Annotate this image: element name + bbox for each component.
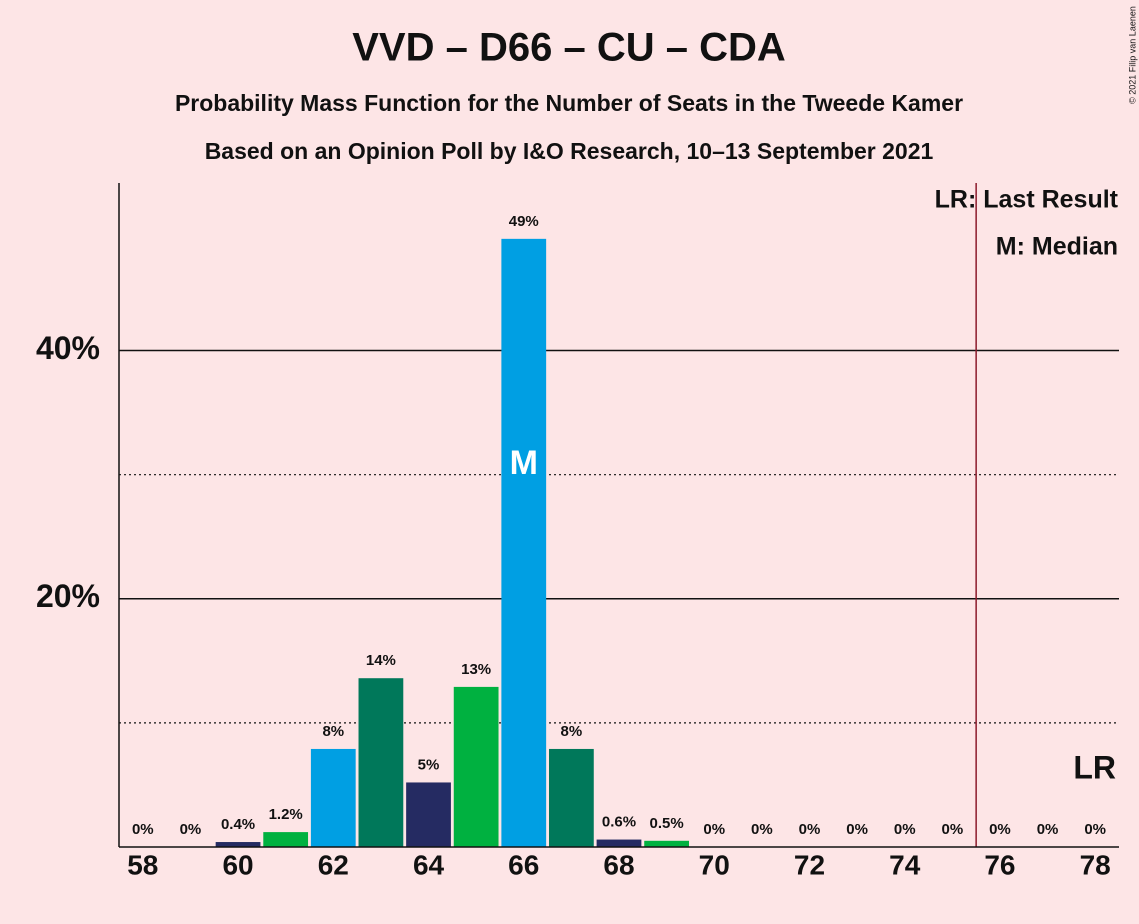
value-label: 0% bbox=[846, 821, 868, 838]
last-result-label: LR bbox=[1073, 749, 1116, 785]
legend-entry: LR: Last Result bbox=[935, 186, 1119, 214]
value-label: 49% bbox=[509, 213, 539, 230]
x-tick-label: 58 bbox=[127, 849, 158, 880]
value-label: 8% bbox=[561, 723, 583, 740]
chart-subtitle: Probability Mass Function for the Number… bbox=[175, 90, 963, 116]
value-label: 0% bbox=[1084, 821, 1106, 838]
bar bbox=[310, 748, 356, 847]
value-label: 0.5% bbox=[650, 815, 684, 832]
median-label: M bbox=[510, 444, 538, 482]
bar bbox=[596, 839, 642, 847]
bar bbox=[406, 782, 451, 847]
value-label: 0.4% bbox=[221, 816, 255, 833]
value-label: 0% bbox=[1037, 821, 1059, 838]
y-tick-label: 20% bbox=[36, 578, 100, 614]
x-tick-label: 72 bbox=[794, 849, 825, 880]
value-label: 0% bbox=[703, 821, 725, 838]
value-label: 0% bbox=[799, 821, 821, 838]
bar bbox=[453, 686, 499, 847]
value-label: 0% bbox=[751, 821, 773, 838]
value-label: 0.6% bbox=[602, 814, 636, 831]
bar bbox=[501, 238, 547, 847]
copyright: © 2021 Filip van Laenen bbox=[1127, 6, 1137, 104]
value-label: 5% bbox=[418, 756, 440, 773]
value-label: 13% bbox=[461, 661, 491, 678]
x-tick-label: 68 bbox=[603, 849, 634, 880]
y-tick-label: 40% bbox=[36, 330, 100, 366]
value-label: 14% bbox=[366, 652, 396, 669]
x-tick-label: 60 bbox=[222, 849, 253, 880]
chart-subtitle: Based on an Opinion Poll by I&O Research… bbox=[205, 138, 934, 164]
value-label: 1.2% bbox=[269, 806, 303, 823]
value-label: 0% bbox=[180, 821, 202, 838]
x-tick-label: 74 bbox=[889, 849, 921, 880]
bar bbox=[263, 832, 309, 847]
x-tick-label: 70 bbox=[699, 849, 730, 880]
value-label: 0% bbox=[132, 821, 154, 838]
value-label: 0% bbox=[941, 821, 963, 838]
x-tick-label: 78 bbox=[1080, 849, 1111, 880]
x-tick-label: 62 bbox=[318, 849, 349, 880]
bar bbox=[644, 840, 689, 847]
chart-title: VVD – D66 – CU – CDA bbox=[352, 26, 785, 70]
x-tick-label: 76 bbox=[984, 849, 1015, 880]
bar bbox=[358, 678, 404, 847]
value-label: 0% bbox=[989, 821, 1011, 838]
bar bbox=[549, 748, 594, 847]
x-tick-label: 64 bbox=[413, 849, 445, 880]
value-label: 0% bbox=[894, 821, 916, 838]
bar bbox=[215, 842, 261, 847]
legend-entry: M: Median bbox=[996, 233, 1118, 261]
x-tick-label: 66 bbox=[508, 849, 539, 880]
value-label: 8% bbox=[322, 723, 344, 740]
